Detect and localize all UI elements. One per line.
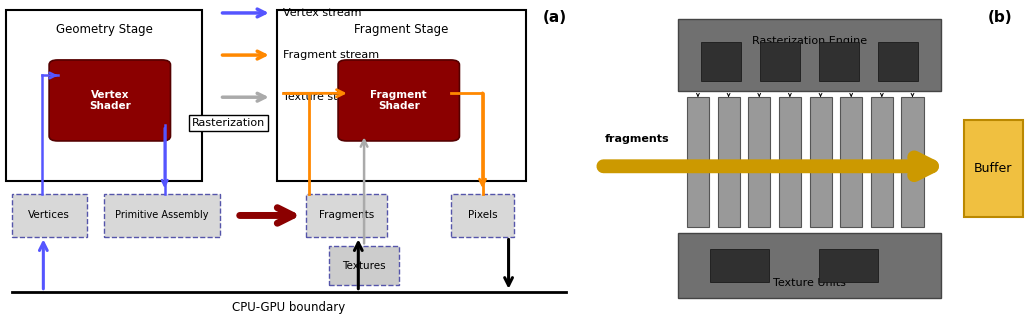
Text: Primitive Assembly: Primitive Assembly — [115, 211, 208, 220]
Text: Fragment
Shader: Fragment Shader — [370, 90, 427, 111]
Bar — [451, 194, 514, 237]
Text: CPU-GPU boundary: CPU-GPU boundary — [232, 301, 346, 314]
Bar — [809, 97, 832, 227]
Bar — [307, 194, 387, 237]
Text: Vertices: Vertices — [28, 211, 70, 220]
Bar — [329, 246, 398, 285]
Text: fragments: fragments — [605, 133, 670, 144]
Text: Buffer: Buffer — [974, 162, 1012, 175]
Bar — [710, 249, 769, 282]
Text: (a): (a) — [543, 10, 567, 25]
Text: Texture stream: Texture stream — [283, 92, 366, 102]
Bar — [717, 97, 740, 227]
Text: Vertex stream: Vertex stream — [283, 8, 361, 18]
Bar — [964, 120, 1023, 217]
Bar — [818, 42, 860, 81]
FancyBboxPatch shape — [50, 60, 170, 141]
Bar — [877, 42, 918, 81]
Text: Rasterization: Rasterization — [192, 118, 265, 128]
Bar — [818, 249, 877, 282]
Text: Fragment Stage: Fragment Stage — [354, 23, 449, 36]
Bar — [779, 97, 801, 227]
Text: Pixels: Pixels — [467, 211, 497, 220]
Bar — [104, 194, 220, 237]
Bar — [278, 10, 526, 181]
Bar — [902, 97, 924, 227]
Text: Textures: Textures — [343, 261, 386, 271]
Bar — [678, 233, 941, 298]
Text: (b): (b) — [988, 10, 1012, 25]
Bar — [748, 97, 770, 227]
Text: Geometry Stage: Geometry Stage — [56, 23, 153, 36]
Bar — [678, 19, 941, 91]
Bar — [11, 194, 87, 237]
Text: Fragments: Fragments — [319, 211, 375, 220]
Text: Texture Units: Texture Units — [773, 278, 846, 288]
Bar — [760, 42, 801, 81]
Text: Rasterization Engine: Rasterization Engine — [752, 36, 867, 46]
Bar — [701, 42, 741, 81]
Bar — [871, 97, 893, 227]
Bar — [840, 97, 862, 227]
Bar — [687, 97, 709, 227]
Text: Fragment stream: Fragment stream — [283, 50, 380, 60]
Bar — [6, 10, 202, 181]
Text: Vertex
Shader: Vertex Shader — [89, 90, 131, 111]
FancyBboxPatch shape — [338, 60, 459, 141]
